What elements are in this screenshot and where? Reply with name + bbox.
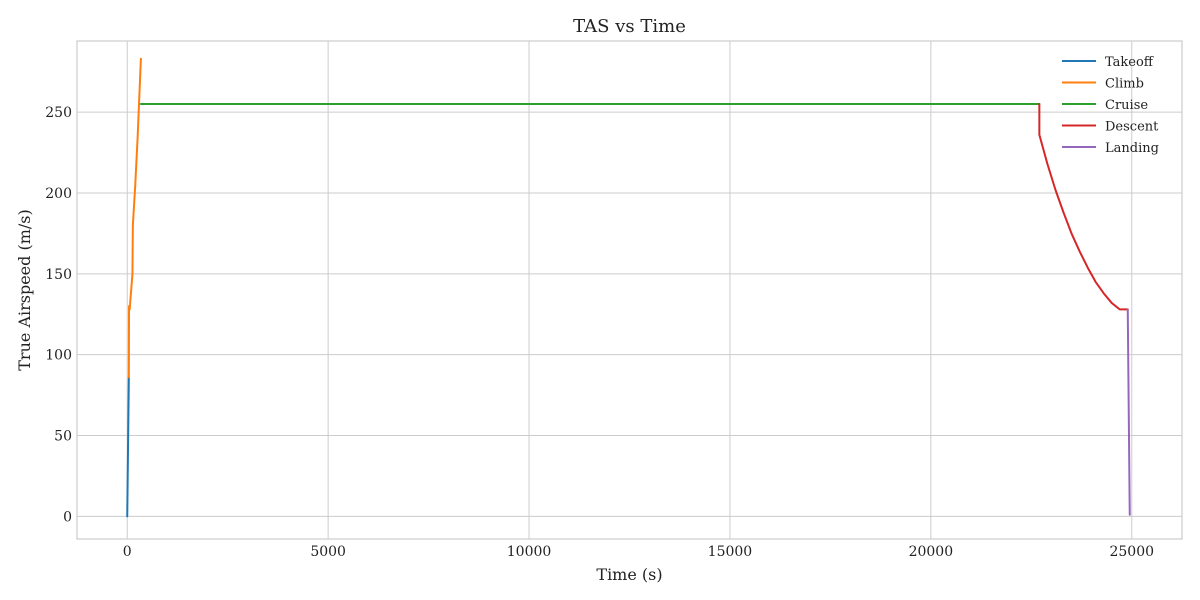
series-line-climb: [127, 57, 142, 379]
legend-label-climb: Climb: [1105, 77, 1144, 92]
chart-title: TAS vs Time: [573, 16, 686, 37]
tick-labels: 0 5000 10000 15000 20000 25000 0 50 100 150 200 250: [45, 105, 1154, 560]
legend-label-takeoff: Takeoff: [1105, 55, 1155, 70]
x-tick-label: 25000: [1109, 544, 1154, 560]
y-tick-label: 100: [45, 348, 72, 364]
plot-frame: [76, 40, 1183, 540]
series-lines: [126, 57, 1131, 518]
x-tick-label: 0: [123, 544, 132, 560]
x-tick-label: 5000: [310, 544, 346, 560]
legend-label-cruise: Cruise: [1105, 98, 1148, 113]
y-tick-label: 200: [45, 186, 72, 202]
series-line-landing: [1126, 308, 1131, 516]
x-tick-label: 15000: [708, 544, 753, 560]
legend-label-descent: Descent: [1105, 120, 1159, 135]
series-line-descent: [1038, 103, 1129, 311]
y-tick-label: 50: [54, 429, 72, 445]
grid: [77, 41, 1182, 539]
y-tick-label: 250: [45, 105, 72, 121]
x-tick-label: 20000: [909, 544, 954, 560]
y-tick-label: 0: [63, 509, 72, 525]
legend-label-landing: Landing: [1105, 141, 1159, 156]
legend: Takeoff Climb Cruise Descent Landing: [1062, 55, 1159, 156]
y-tick-label: 150: [45, 267, 72, 283]
series-line-takeoff: [126, 376, 130, 518]
x-axis-label: Time (s): [596, 565, 662, 584]
y-axis-label: True Airspeed (m/s): [15, 209, 34, 370]
x-tick-label: 10000: [507, 544, 552, 560]
